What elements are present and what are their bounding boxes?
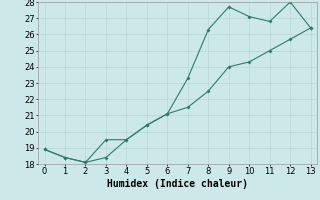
X-axis label: Humidex (Indice chaleur): Humidex (Indice chaleur) [107, 179, 248, 189]
